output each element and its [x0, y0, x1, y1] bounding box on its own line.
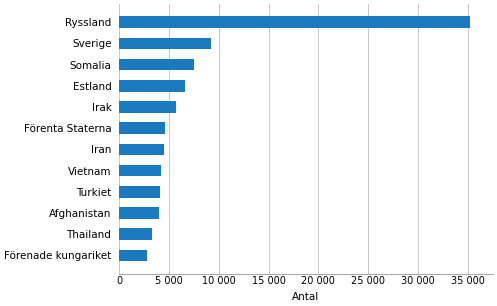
Bar	[119, 186, 160, 198]
Bar	[119, 101, 176, 113]
Bar	[119, 228, 152, 240]
Bar	[119, 17, 470, 28]
Bar	[119, 144, 164, 155]
Bar	[119, 59, 194, 70]
X-axis label: Antal: Antal	[292, 292, 320, 302]
Bar	[119, 165, 161, 177]
Bar	[119, 80, 185, 92]
Bar	[119, 122, 165, 134]
Bar	[119, 38, 211, 49]
Bar	[119, 250, 147, 261]
Bar	[119, 207, 159, 219]
